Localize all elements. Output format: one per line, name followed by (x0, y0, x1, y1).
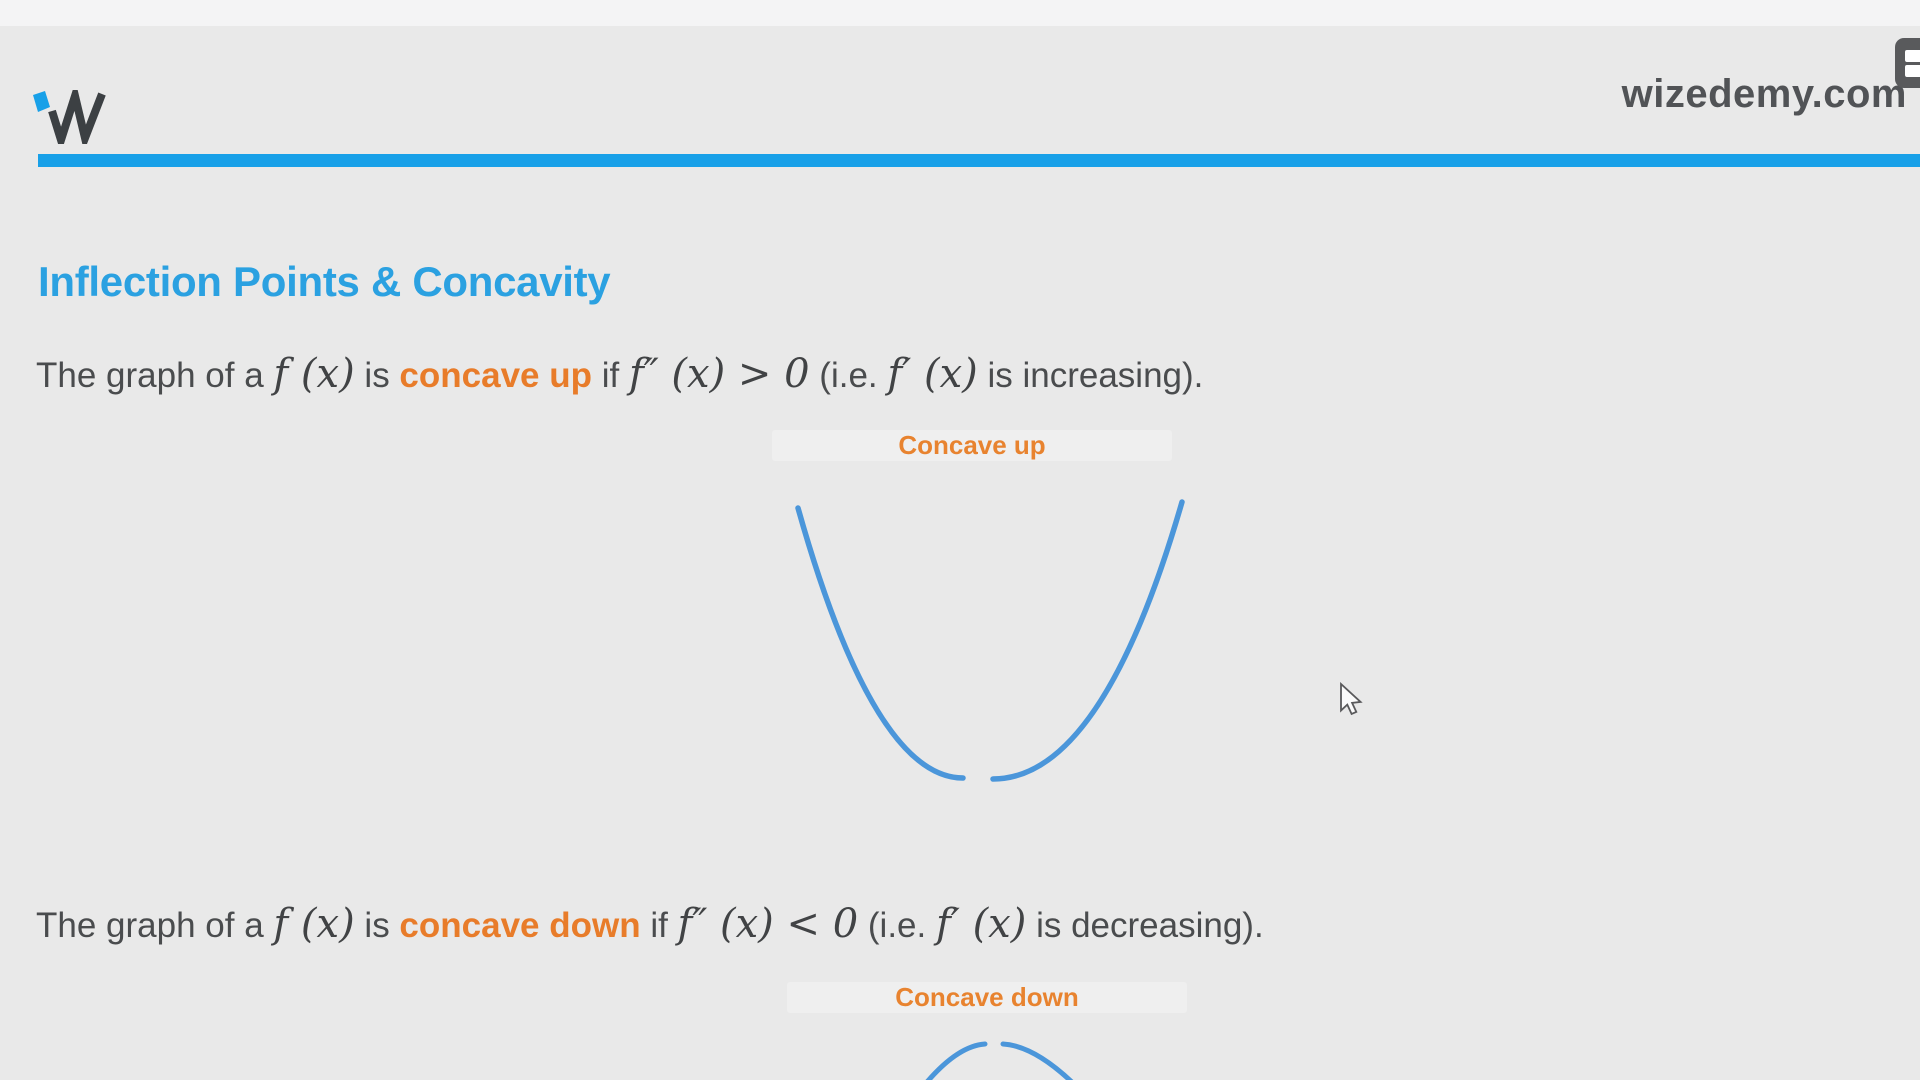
curve-left-branch (925, 1041, 988, 1080)
math-first-derivative: f′ (x) (935, 901, 1027, 947)
text-run: if (592, 356, 629, 395)
text-run: The graph of a (36, 906, 274, 945)
math-second-derivative: f″ (x) > 0 (628, 351, 810, 397)
text-run: is (354, 356, 400, 395)
paragraph-concave-down: The graph of a f (x) is concave down if … (36, 898, 1880, 959)
wizedemy-logo[interactable] (30, 90, 106, 144)
text-run: (i.e. (858, 906, 936, 945)
math-first-derivative: f′ (x) (887, 351, 978, 397)
math-second-derivative: f″ (x) < 0 (677, 901, 859, 947)
logo-blue-blade (33, 91, 50, 112)
math-fx: f (x) (273, 351, 355, 397)
curve-right-branch (990, 499, 1185, 782)
text-run: The graph of a (36, 356, 274, 395)
accent-concave-up: concave up (399, 356, 592, 395)
text-run: is (354, 906, 400, 945)
figure-label-concave-up: Concave up (772, 430, 1172, 461)
top-strip (0, 0, 1920, 26)
math-fx: f (x) (273, 901, 355, 947)
mouse-cursor (1340, 682, 1363, 716)
curve-left-branch (795, 505, 966, 781)
paragraph-concave-up: The graph of a f (x) is concave up if f″… (36, 348, 1880, 409)
logo-w-mark (48, 90, 106, 144)
list-icon[interactable] (1895, 38, 1920, 88)
text-run: is decreasing). (1026, 906, 1264, 945)
text-run: if (640, 906, 678, 945)
cursor-arrow (1340, 682, 1363, 716)
site-name: wizedemy.com (1621, 72, 1907, 116)
page-title: Inflection Points & Concavity (38, 258, 611, 305)
curve-right-branch (1000, 1041, 1074, 1080)
figure-label-concave-down: Concave down (787, 982, 1187, 1013)
text-run: (i.e. (809, 356, 888, 395)
list-icon-bar (1905, 50, 1920, 62)
header-divider (38, 154, 1920, 167)
accent-concave-down: concave down (399, 906, 641, 945)
list-icon-bar (1905, 65, 1920, 77)
concave-up-curve (795, 499, 1185, 782)
concave-down-curve (925, 1041, 1074, 1080)
text-run: is increasing). (977, 356, 1204, 395)
